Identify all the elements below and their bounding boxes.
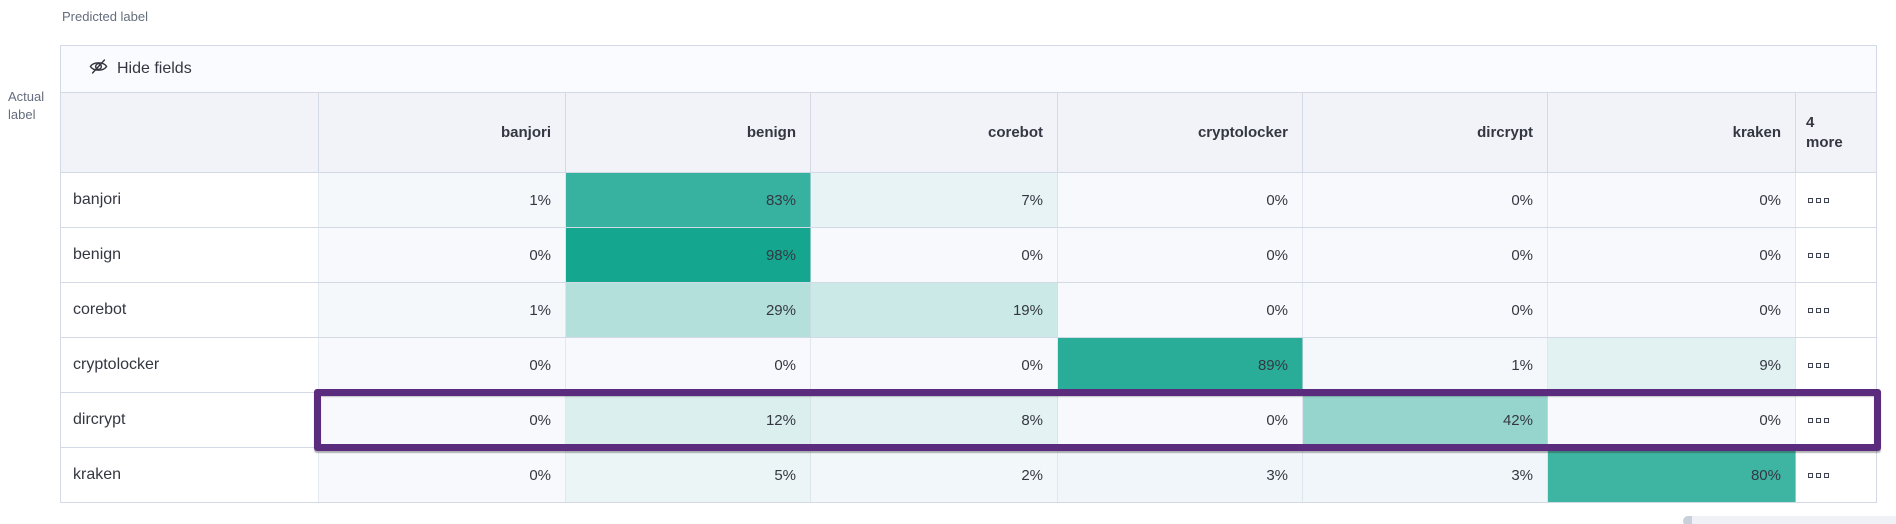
matrix-row-benign: benign 0% 98% 0% 0% 0% 0%: [61, 227, 1876, 282]
column-header-corebot[interactable]: corebot: [811, 93, 1058, 172]
hide-fields-button[interactable]: Hide fields: [89, 57, 192, 81]
row-label-corebot[interactable]: corebot: [61, 283, 319, 337]
boxes-horizontal-icon: [1808, 362, 1829, 368]
matrix-row-kraken: kraken 0% 5% 2% 3% 3% 80%: [61, 447, 1876, 502]
confusion-matrix-grid: Hide fields banjori benign corebot cryptolo…: [60, 45, 1877, 503]
matrix-cell-cryptolocker-cryptolocker[interactable]: 89%: [1058, 338, 1303, 392]
matrix-cell-kraken-benign[interactable]: 5%: [566, 448, 811, 502]
matrix-cell-cryptolocker-benign[interactable]: 0%: [566, 338, 811, 392]
predicted-label: Predicted label: [62, 9, 148, 24]
column-header-kraken[interactable]: kraken: [1548, 93, 1796, 172]
matrix-cell-corebot-banjori[interactable]: 1%: [319, 283, 566, 337]
matrix-row-cryptolocker: cryptolocker 0% 0% 0% 89% 1% 9%: [61, 337, 1876, 392]
matrix-cell-kraken-corebot[interactable]: 2%: [811, 448, 1058, 502]
hide-fields-label: Hide fields: [117, 60, 192, 77]
row-label-dircrypt[interactable]: dircrypt: [61, 393, 319, 447]
column-header-banjori[interactable]: banjori: [319, 93, 566, 172]
row-actions-button-kraken[interactable]: [1796, 448, 1876, 502]
more-label: more: [1806, 133, 1843, 151]
actual-label: Actual label: [8, 88, 58, 124]
header-row: banjori benign corebot cryptolocker dircrypt…: [61, 92, 1876, 172]
boxes-horizontal-icon: [1808, 307, 1829, 313]
matrix-cell-banjori-kraken[interactable]: 0%: [1548, 173, 1796, 227]
matrix-cell-cryptolocker-kraken[interactable]: 9%: [1548, 338, 1796, 392]
matrix-cell-dircrypt-dircrypt[interactable]: 42%: [1303, 393, 1548, 447]
matrix-cell-corebot-corebot[interactable]: 19%: [811, 283, 1058, 337]
row-actions-button-cryptolocker[interactable]: [1796, 338, 1876, 392]
column-header-more[interactable]: 4 more: [1796, 93, 1876, 172]
matrix-cell-dircrypt-banjori[interactable]: 0%: [319, 393, 566, 447]
matrix-cell-banjori-dircrypt[interactable]: 0%: [1303, 173, 1548, 227]
matrix-cell-dircrypt-corebot[interactable]: 8%: [811, 393, 1058, 447]
matrix-cell-banjori-banjori[interactable]: 1%: [319, 173, 566, 227]
matrix-cell-dircrypt-kraken[interactable]: 0%: [1548, 393, 1796, 447]
matrix-cell-benign-kraken[interactable]: 0%: [1548, 228, 1796, 282]
eye-closed-icon: [89, 57, 108, 81]
actual-label-line1: Actual: [8, 89, 45, 104]
row-label-benign[interactable]: benign: [61, 228, 319, 282]
matrix-cell-banjori-cryptolocker[interactable]: 0%: [1058, 173, 1303, 227]
matrix-cell-banjori-benign[interactable]: 83%: [566, 173, 811, 227]
column-header-cryptolocker[interactable]: cryptolocker: [1058, 93, 1303, 172]
column-header-benign[interactable]: benign: [566, 93, 811, 172]
more-count: 4: [1806, 113, 1815, 131]
row-label-kraken[interactable]: kraken: [61, 448, 319, 502]
matrix-cell-cryptolocker-dircrypt[interactable]: 1%: [1303, 338, 1548, 392]
matrix-cell-kraken-cryptolocker[interactable]: 3%: [1058, 448, 1303, 502]
header-corner-cell: [61, 93, 319, 172]
actual-label-line2: label: [8, 107, 36, 122]
matrix-cell-cryptolocker-banjori[interactable]: 0%: [319, 338, 566, 392]
matrix-row-corebot: corebot 1% 29% 19% 0% 0% 0%: [61, 282, 1876, 337]
matrix-row-banjori: banjori 1% 83% 7% 0% 0% 0%: [61, 172, 1876, 227]
matrix-cell-corebot-benign[interactable]: 29%: [566, 283, 811, 337]
boxes-horizontal-icon: [1808, 197, 1829, 203]
matrix-cell-benign-banjori[interactable]: 0%: [319, 228, 566, 282]
horizontal-scrollbar[interactable]: [1683, 516, 1896, 524]
matrix-cell-banjori-corebot[interactable]: 7%: [811, 173, 1058, 227]
matrix-cell-kraken-kraken[interactable]: 80%: [1548, 448, 1796, 502]
row-label-cryptolocker[interactable]: cryptolocker: [61, 338, 319, 392]
matrix-cell-cryptolocker-corebot[interactable]: 0%: [811, 338, 1058, 392]
row-actions-button-banjori[interactable]: [1796, 173, 1876, 227]
row-actions-button-benign[interactable]: [1796, 228, 1876, 282]
grid-controls-row: Hide fields: [61, 46, 1876, 92]
boxes-horizontal-icon: [1808, 472, 1829, 478]
boxes-horizontal-icon: [1808, 252, 1829, 258]
matrix-cell-benign-corebot[interactable]: 0%: [811, 228, 1058, 282]
matrix-row-dircrypt: dircrypt 0% 12% 8% 0% 42% 0%: [61, 392, 1876, 447]
matrix-cell-benign-cryptolocker[interactable]: 0%: [1058, 228, 1303, 282]
matrix-cell-dircrypt-benign[interactable]: 12%: [566, 393, 811, 447]
column-header-dircrypt[interactable]: dircrypt: [1303, 93, 1548, 172]
boxes-horizontal-icon: [1808, 417, 1829, 423]
row-actions-button-dircrypt[interactable]: [1796, 393, 1876, 447]
matrix-cell-corebot-dircrypt[interactable]: 0%: [1303, 283, 1548, 337]
matrix-cell-dircrypt-cryptolocker[interactable]: 0%: [1058, 393, 1303, 447]
scrollbar-thumb-cap: [1683, 516, 1692, 524]
matrix-cell-benign-benign[interactable]: 98%: [566, 228, 811, 282]
matrix-cell-corebot-cryptolocker[interactable]: 0%: [1058, 283, 1303, 337]
matrix-cell-corebot-kraken[interactable]: 0%: [1548, 283, 1796, 337]
row-label-banjori[interactable]: banjori: [61, 173, 319, 227]
row-actions-button-corebot[interactable]: [1796, 283, 1876, 337]
matrix-cell-kraken-banjori[interactable]: 0%: [319, 448, 566, 502]
matrix-cell-benign-dircrypt[interactable]: 0%: [1303, 228, 1548, 282]
matrix-cell-kraken-dircrypt[interactable]: 3%: [1303, 448, 1548, 502]
